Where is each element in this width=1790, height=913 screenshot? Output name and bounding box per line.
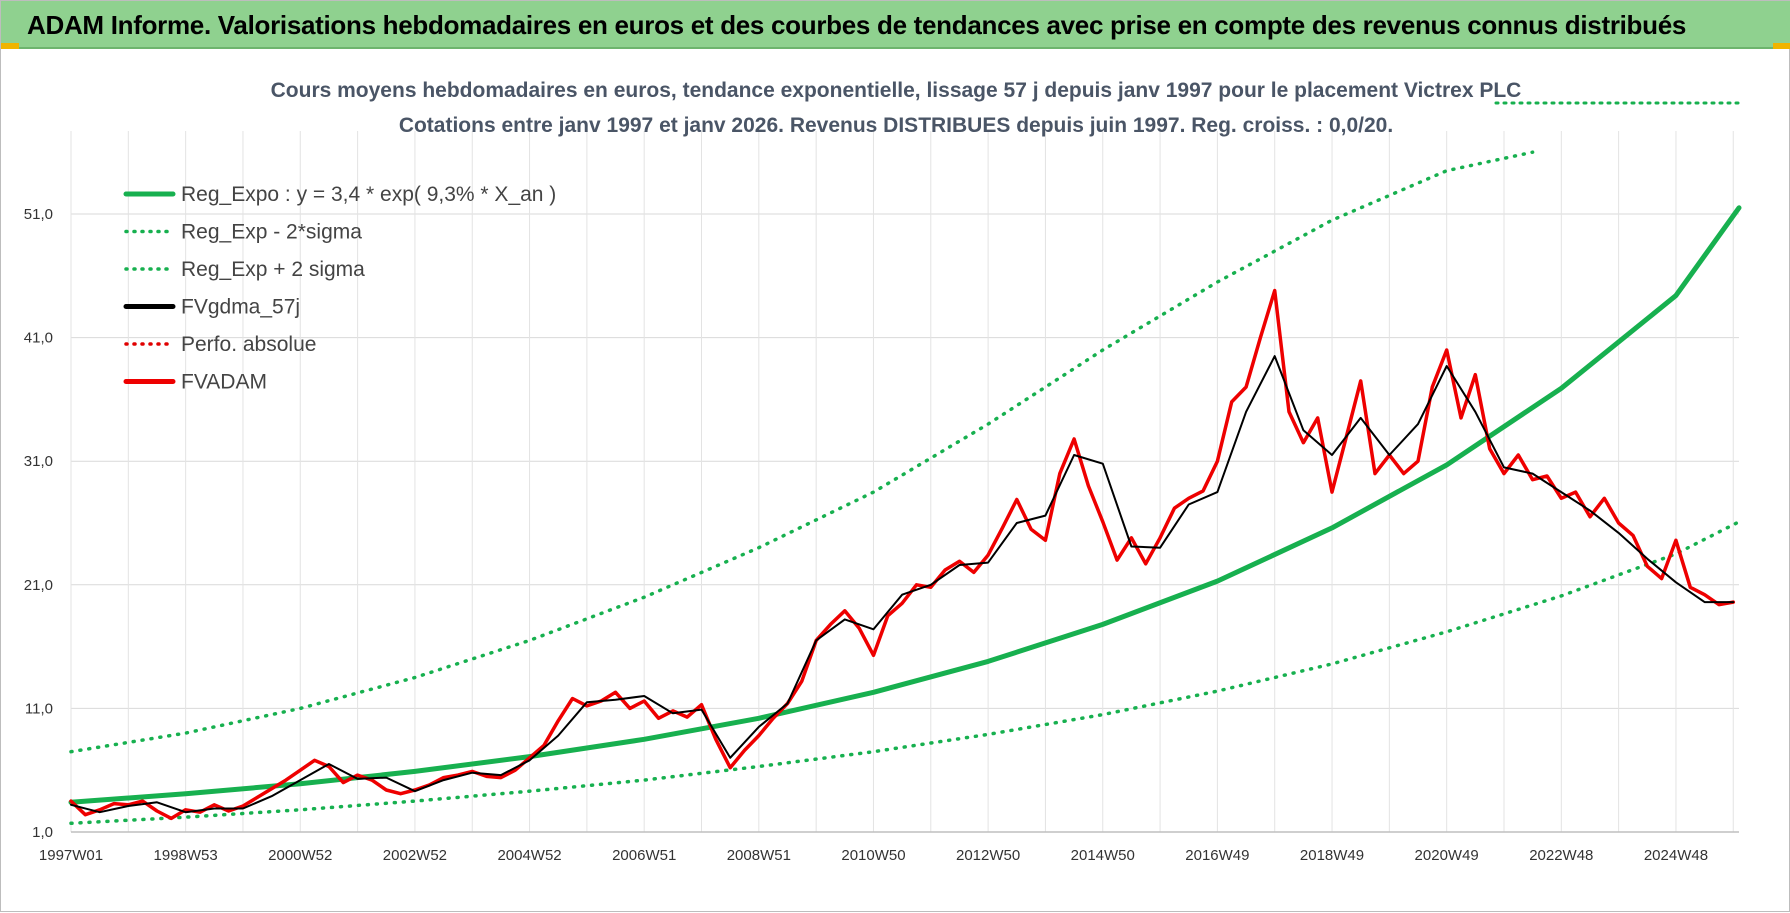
legend-label: FVgdma_57j — [181, 296, 300, 319]
legend-label: Reg_Exp + 2 sigma — [181, 258, 365, 281]
x-tick-label: 2022W48 — [1529, 847, 1593, 864]
x-tick-label: 2004W52 — [497, 847, 561, 864]
report-banner: ADAM Informe. Valorisations hebdomadaire… — [1, 1, 1790, 49]
x-tick-label: 2008W51 — [727, 847, 791, 864]
series-line — [70, 355, 1735, 814]
x-tick-label: 2012W50 — [956, 847, 1020, 864]
y-axis-ticks: 1,0 11,0 21,0 31,0 41,0 51,0 — [24, 206, 53, 841]
x-tick-label: 2018W49 — [1300, 847, 1364, 864]
corner-marker — [1, 43, 19, 49]
legend-label: Reg_Exp - 2*sigma — [181, 221, 362, 244]
legend-label: Reg_Expo : y = 3,4 * exp( 9,3% * X_an ) — [181, 183, 556, 206]
x-tick-label: 2006W51 — [612, 847, 676, 864]
x-tick-label: 2024W48 — [1644, 847, 1708, 864]
y-tick-label: 21,0 — [24, 577, 53, 594]
x-tick-label: 2014W50 — [1071, 847, 1135, 864]
chart-legend: Reg_Expo : y = 3,4 * exp( 9,3% * X_an ) R… — [123, 183, 556, 394]
y-tick-label: 51,0 — [24, 206, 53, 223]
y-tick-label: 41,0 — [24, 330, 53, 347]
chart-series — [68, 150, 1742, 826]
y-tick-label: 31,0 — [24, 453, 53, 470]
x-tick-label: 2020W49 — [1415, 847, 1479, 864]
legend-label: Perfo. absolue — [181, 333, 316, 356]
x-tick-label: 2000W52 — [268, 847, 332, 864]
x-tick-label: 1998W53 — [154, 847, 218, 864]
y-tick-label: 1,0 — [32, 824, 53, 841]
chart-grid — [70, 131, 1739, 833]
legend-label: FVADAM — [181, 371, 267, 394]
x-tick-label: 2016W49 — [1185, 847, 1249, 864]
y-tick-label: 11,0 — [25, 700, 53, 717]
x-tick-label: 2002W52 — [383, 847, 447, 864]
x-tick-label: 1997W01 — [39, 847, 103, 864]
corner-marker — [1773, 43, 1790, 49]
chart-title-line-2: Cotations entre janv 1997 et janv 2026. … — [399, 114, 1393, 137]
series-line — [68, 205, 1742, 805]
x-tick-label: 2010W50 — [841, 847, 905, 864]
chart-title-line-1: Cours moyens hebdomadaires en euros, ten… — [271, 79, 1522, 102]
x-axis-ticks: 1997W01 1998W53 2000W52 2002W52 2004W52 2006W… — [39, 847, 1708, 864]
series-line — [69, 520, 1741, 826]
report-title: ADAM Informe. Valorisations hebdomadaire… — [27, 10, 1687, 40]
series-line — [69, 150, 1535, 754]
series-line — [69, 288, 1736, 821]
